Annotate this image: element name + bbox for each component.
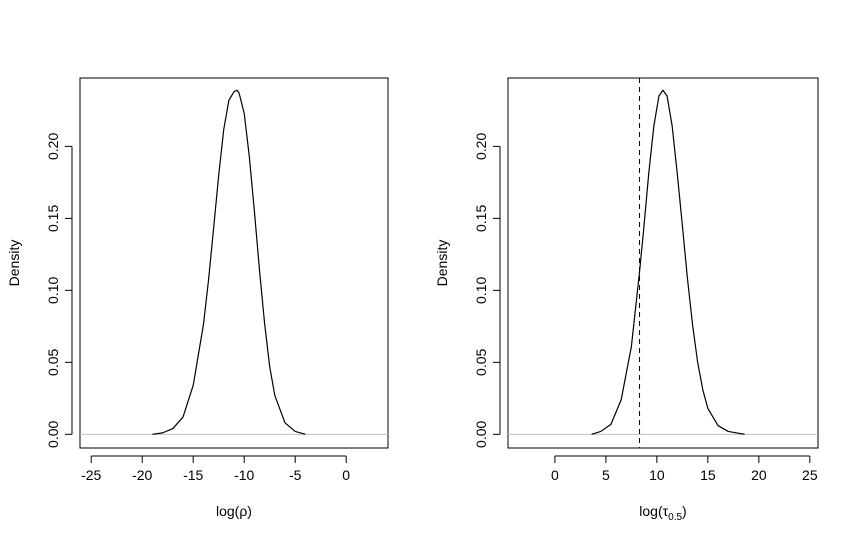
left-x-tick-label: -10 (234, 467, 254, 483)
right-y-tick-label: 0.15 (473, 205, 489, 232)
right-y-tick-label: 0.10 (473, 277, 489, 304)
left-x-axis: -25 -20 -15 -10 -5 0 (81, 455, 350, 483)
left-y-axis-label: Density (6, 240, 22, 287)
right-x-tick-label: 25 (802, 467, 818, 483)
right-y-tick-label: 0.05 (473, 349, 489, 376)
left-plot-frame (79, 77, 389, 449)
left-y-tick-label: 0.15 (45, 205, 61, 232)
right-x-axis-label-prefix: log(τ (639, 503, 668, 519)
right-density-series (591, 89, 745, 435)
right-density-curve (591, 89, 745, 435)
left-y-tick-label: 0.20 (45, 133, 61, 160)
left-x-axis-label: log(ρ) (216, 503, 252, 519)
right-x-tick-label: 15 (700, 467, 716, 483)
left-y-tick-label: 0.00 (45, 420, 61, 447)
left-x-tick-label: -20 (132, 467, 152, 483)
right-x-axis: 0 5 10 15 20 25 (551, 455, 818, 483)
right-plot-panel: 0 5 10 15 20 25 0.00 0.05 0.10 0.15 0.20 log(τ0.5… (434, 77, 819, 523)
right-plot-frame (507, 77, 819, 449)
right-y-axis-label: Density (434, 240, 450, 287)
left-x-tick-label: 0 (342, 467, 350, 483)
right-x-tick-label: 20 (751, 467, 767, 483)
right-x-axis-label-subscript: 0.5 (668, 512, 682, 523)
right-x-tick-label: 10 (649, 467, 665, 483)
left-density-curve (152, 89, 306, 435)
left-x-tick-label: -5 (289, 467, 302, 483)
right-x-tick-label: 0 (551, 467, 559, 483)
left-y-tick-label: 0.05 (45, 349, 61, 376)
left-density-series (152, 89, 306, 435)
right-x-axis-label: log(τ0.5) (639, 503, 686, 523)
right-y-axis: 0.00 0.05 0.10 0.15 0.20 (473, 133, 501, 448)
right-y-tick-label: 0.00 (473, 420, 489, 447)
right-x-axis-label-suffix: ) (682, 503, 687, 519)
left-x-tick-label: -25 (81, 467, 101, 483)
right-y-tick-label: 0.20 (473, 133, 489, 160)
left-plot-panel: -25 -20 -15 -10 -5 0 0.00 0.05 0.10 0.15 0.20 log… (6, 77, 389, 519)
left-y-tick-label: 0.10 (45, 277, 61, 304)
left-y-axis: 0.00 0.05 0.10 0.15 0.20 (45, 133, 73, 448)
left-x-tick-label: -15 (183, 467, 203, 483)
right-x-tick-label: 5 (602, 467, 610, 483)
